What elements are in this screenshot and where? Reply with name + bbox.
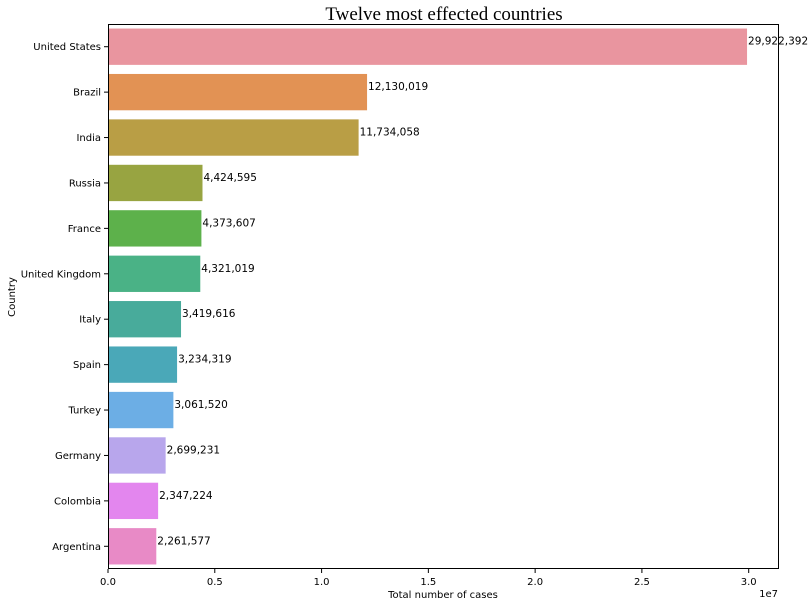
x-tick-label: 2.5 [634, 577, 650, 588]
bar [108, 255, 201, 292]
bar-value-label: 3,234,319 [178, 354, 231, 366]
plot-frame [108, 24, 779, 569]
bars-group [108, 28, 748, 565]
y-tick-label: Spain [73, 360, 101, 371]
y-tick-label: Turkey [67, 406, 101, 417]
bar [108, 528, 157, 565]
bar [108, 346, 178, 383]
x-tick-label: 1.0 [314, 577, 330, 588]
bar [108, 164, 203, 202]
y-tick-label: France [68, 224, 101, 235]
x-tick-label: 3.0 [741, 577, 757, 588]
bar [108, 28, 748, 65]
y-tick-label: United Kingdom [21, 269, 101, 280]
bar-value-label: 4,424,595 [203, 172, 256, 184]
bar-value-label: 2,261,577 [157, 535, 210, 547]
value-labels-group: 29,922,39212,130,01911,734,0584,424,5954… [157, 36, 808, 548]
bar-value-label: 2,347,224 [159, 490, 213, 502]
bar [108, 391, 174, 429]
y-tick-label: Colombia [54, 496, 101, 507]
bar-value-label: 12,130,019 [368, 81, 428, 93]
bar [108, 119, 359, 156]
bar-value-label: 4,321,019 [201, 263, 254, 275]
x-axis-label: Total number of cases [387, 590, 498, 601]
chart-title: Twelve most effected countries [325, 4, 562, 25]
y-axis-label: Country [7, 277, 18, 317]
bar-value-label: 3,419,616 [182, 308, 236, 320]
y-tick-label: India [76, 133, 101, 144]
bar [108, 437, 166, 474]
bar-value-label: 4,373,607 [202, 217, 255, 229]
bar [108, 210, 202, 247]
y-axis: United States Brazil India Russia France Unit… [21, 42, 108, 553]
x-axis-offset-text: 1e7 [759, 589, 778, 600]
bar [108, 301, 182, 338]
x-tick-label: 0.0 [100, 577, 116, 588]
y-tick-label: Russia [69, 178, 101, 189]
y-tick-label: Brazil [73, 88, 101, 99]
bar-value-label: 3,061,520 [174, 399, 227, 411]
y-tick-label: Germany [55, 451, 101, 462]
x-tick-label: 0.5 [207, 577, 223, 588]
bar [108, 73, 368, 111]
y-tick-label: Italy [79, 315, 101, 326]
y-tick-label: United States [33, 42, 101, 53]
x-tick-label: 1.5 [420, 577, 436, 588]
y-tick-label: Argentina [52, 542, 101, 553]
x-tick-label: 2.0 [527, 577, 543, 588]
x-axis: 0.0 0.5 1.0 1.5 2.0 2.5 3.0 [100, 569, 757, 588]
bar-value-label: 11,734,058 [360, 127, 420, 139]
bar [108, 482, 159, 520]
bar-value-label: 2,699,231 [167, 444, 220, 456]
